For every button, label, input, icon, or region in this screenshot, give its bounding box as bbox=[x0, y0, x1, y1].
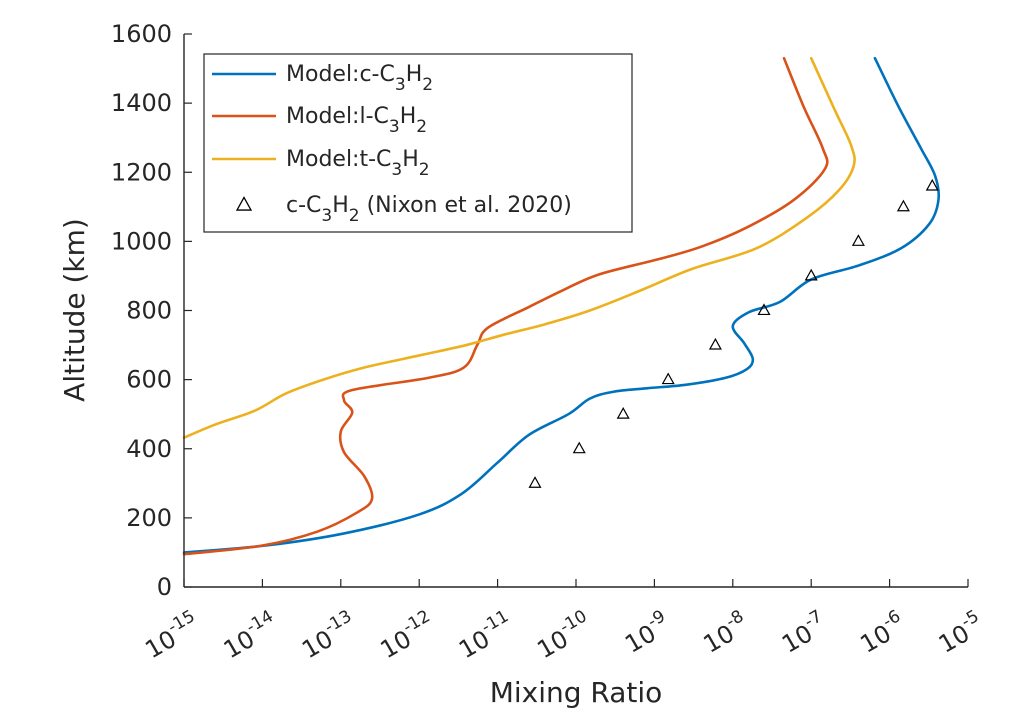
x-tick-label: 10-9 bbox=[618, 606, 676, 658]
legend-box bbox=[203, 53, 633, 233]
legend-label-1: Model:c-C3H2 bbox=[286, 62, 433, 95]
series-layer bbox=[182, 56, 941, 556]
legend-label-3: Model:t-C3H2 bbox=[286, 147, 430, 180]
y-tick-label: 1000 bbox=[111, 227, 172, 255]
legend-label-4: c-C3H2 (Nixon et al. 2020) bbox=[286, 193, 572, 226]
data-point-marker bbox=[528, 476, 542, 488]
data-point-marker bbox=[804, 268, 818, 281]
series-line-3 bbox=[182, 56, 856, 439]
data-point-marker bbox=[851, 234, 865, 246]
x-tick-label: 10-8 bbox=[696, 606, 754, 658]
series-markers-4 bbox=[528, 178, 939, 488]
data-point-marker bbox=[925, 178, 939, 191]
y-tick-label: 1200 bbox=[111, 158, 172, 186]
data-point-marker bbox=[616, 407, 630, 419]
x-tick-label: 10-12 bbox=[373, 606, 440, 664]
data-point-marker bbox=[896, 199, 910, 212]
y-axis-title: Altitude (km) bbox=[58, 218, 91, 402]
y-tick-label: 600 bbox=[126, 366, 172, 394]
y-tick-label: 1400 bbox=[111, 89, 172, 117]
y-tick-label: 800 bbox=[126, 297, 172, 325]
data-point-marker bbox=[757, 303, 771, 316]
x-tick-label: 10-11 bbox=[452, 606, 519, 664]
x-tick-label: 10-5 bbox=[931, 606, 989, 658]
y-tick-label: 0 bbox=[157, 573, 172, 601]
x-axis-title: Mixing Ratio bbox=[490, 676, 663, 709]
y-tick-label: 1600 bbox=[111, 20, 172, 48]
legend-label-2: Model:l-C3H2 bbox=[286, 104, 427, 137]
x-tick-label: 10-14 bbox=[216, 606, 283, 664]
x-tick-label: 10-15 bbox=[138, 606, 205, 664]
data-point-marker bbox=[708, 337, 722, 350]
x-tick-label: 10-6 bbox=[853, 606, 911, 658]
x-tick-label: 10-7 bbox=[775, 606, 833, 658]
x-tick-label: 10-10 bbox=[530, 606, 597, 664]
series-line-1 bbox=[182, 56, 941, 554]
legend-marker-4 bbox=[235, 196, 253, 211]
legend: Model:c-C3H2 Model:l-C3H2 Model:t-C3H2 c-C3… bbox=[203, 53, 633, 233]
series-line-2 bbox=[182, 56, 829, 556]
x-tick-label: 10-13 bbox=[295, 606, 362, 664]
y-tick-label: 400 bbox=[126, 435, 172, 463]
y-tick-label: 200 bbox=[126, 504, 172, 532]
data-point-marker bbox=[572, 441, 586, 454]
data-point-marker bbox=[661, 372, 675, 385]
